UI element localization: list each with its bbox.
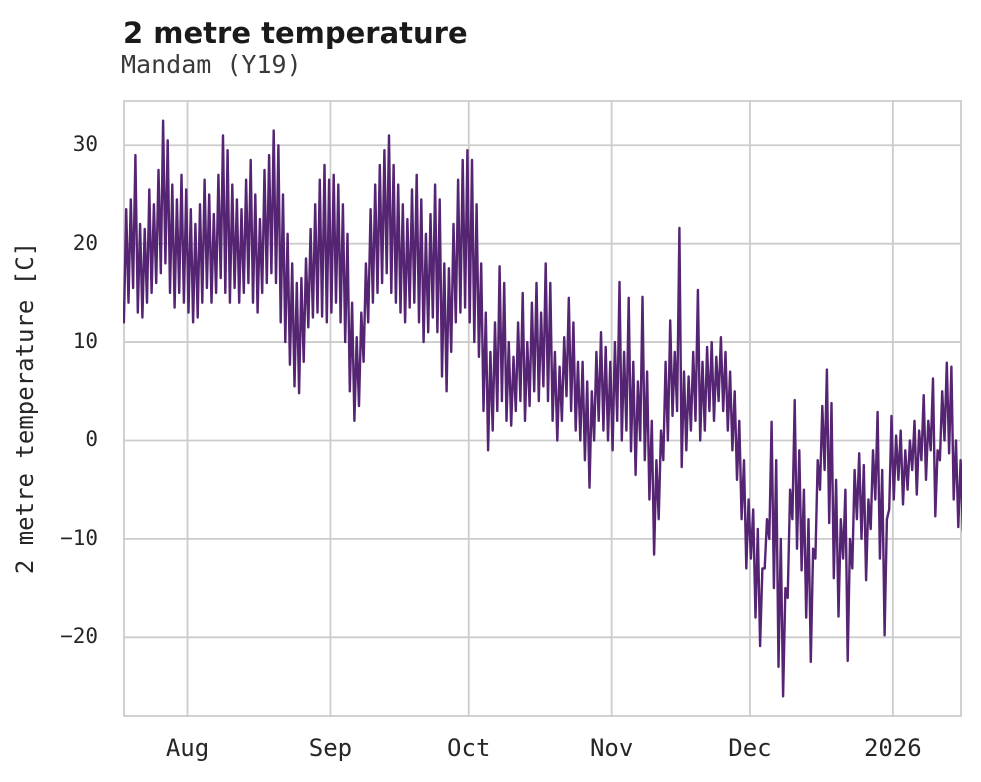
temperature-line (123, 119, 962, 698)
y-tick-label: 0 (85, 427, 98, 452)
x-tick-label: Oct (447, 734, 491, 762)
y-tick-label: 30 (72, 132, 98, 157)
plot-area (123, 100, 962, 717)
x-tick-label: Sep (308, 734, 353, 762)
x-tick-label: Dec (728, 734, 772, 762)
y-tick-label: 10 (72, 329, 98, 354)
y-tick-label: 20 (72, 230, 98, 255)
x-tick-label: 2026 (863, 734, 922, 762)
y-tick-label: −10 (60, 525, 98, 550)
plot-border (123, 100, 962, 717)
plot-svg (123, 100, 962, 717)
x-tick-label: Aug (165, 734, 210, 762)
y-axis-label: 2 metre temperature [C] (11, 241, 39, 575)
y-axis: 2 metre temperature [C] (8, 0, 42, 782)
y-tick-label: −20 (60, 624, 98, 649)
chart-title: 2 metre temperature (123, 16, 468, 50)
chart-subtitle: Mandam (Y19) (121, 50, 302, 79)
x-tick-label: Nov (589, 734, 634, 762)
